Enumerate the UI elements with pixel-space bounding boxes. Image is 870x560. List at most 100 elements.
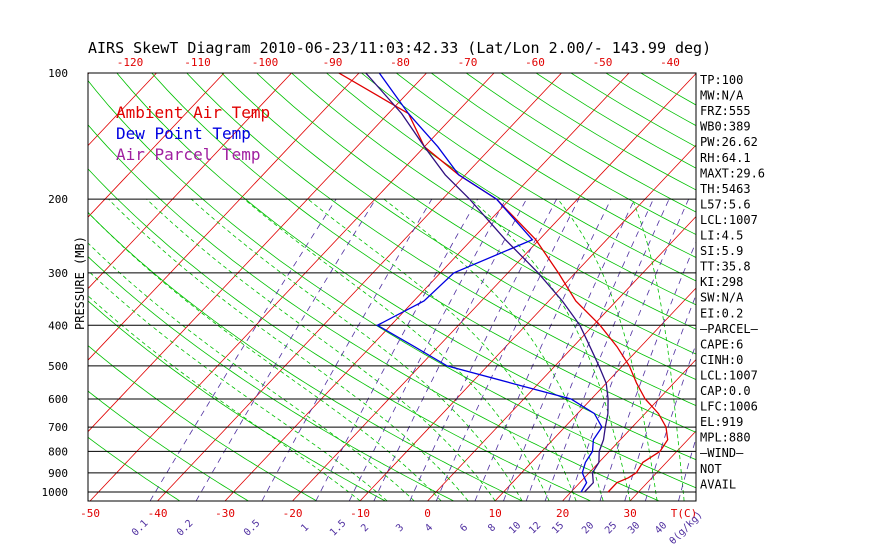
stability-index: CAPE:6	[700, 337, 743, 351]
mixing-ratio-tick-label: 0.2	[175, 518, 196, 539]
top-temp-tick-label: -50	[593, 56, 613, 69]
isotherm-line	[224, 73, 630, 501]
top-temp-tick-label: -90	[323, 56, 343, 69]
isobar-layer	[88, 198, 696, 493]
bottom-temp-tick-label: -10	[350, 507, 370, 520]
moist-adiabat-line	[307, 198, 577, 501]
stability-index: SI:5.9	[700, 244, 743, 258]
stability-index: TH:5463	[700, 182, 751, 196]
isotherm-line	[0, 73, 22, 501]
legend: Ambient Air Temp Dew Point Temp Air Parc…	[116, 103, 270, 164]
dry-adiabat-line	[431, 73, 696, 235]
pressure-tick-label: 500	[48, 360, 68, 373]
mixing-ratio-tick-label: 15	[550, 520, 566, 536]
bottom-temp-tick-label: 30	[623, 507, 636, 520]
bottom-temp-tick-label: 0	[424, 507, 431, 520]
profile-layer	[338, 73, 669, 493]
stability-index: TP:100	[700, 73, 743, 87]
mixing-ratio-line	[261, 198, 433, 501]
stability-index: FRZ:555	[700, 104, 751, 118]
stability-index: KI:298	[700, 275, 743, 289]
pressure-tick-label: 200	[48, 193, 68, 206]
stability-index: —WIND—	[700, 446, 744, 460]
mixing-ratio-line	[544, 198, 670, 501]
stability-index: MW:N/A	[700, 89, 744, 103]
dry-adiabat-line	[396, 73, 696, 258]
top-temp-tick-label: -100	[252, 56, 279, 69]
mixing-ratio-line	[195, 198, 376, 501]
stability-index: WB0:389	[700, 120, 751, 134]
mixing-ratio-line	[315, 198, 478, 501]
top-temp-tick-label: -60	[525, 56, 545, 69]
mixing-ratio-tick-label: 10	[507, 520, 523, 536]
mixing-ratio-tick-label: 25	[603, 520, 619, 536]
stability-index: LCL:1007	[700, 368, 758, 382]
mixing-ratio-line	[149, 198, 337, 501]
mixing-ratio-tick-label: 20	[580, 520, 596, 536]
isotherm-line	[157, 73, 562, 501]
dry-adiabat-line	[326, 73, 696, 306]
dry-adiabat-line	[88, 80, 696, 489]
pressure-tick-label: 400	[48, 319, 68, 332]
bottom-temp-tick-label: 10	[488, 507, 501, 520]
moist-adiabat-line	[108, 198, 469, 501]
dry-adiabat-line	[88, 345, 317, 501]
dry-adiabat-line	[256, 73, 696, 355]
moist-adiabat-line	[88, 295, 361, 501]
mixing-ratio-line	[568, 198, 689, 501]
stability-index: MAXT:29.6	[700, 166, 765, 180]
stability-index: L57:5.6	[700, 197, 751, 211]
series-line-air-parcel-temp	[365, 73, 609, 493]
mixing-ratio-tick-label: 30	[626, 520, 642, 536]
dry-adiabat-line	[186, 73, 696, 407]
mixing-ratio-line	[373, 198, 527, 501]
moist-adiabat-line	[631, 198, 685, 501]
stability-index: SW:N/A	[700, 291, 744, 305]
dry-adiabat-line	[88, 256, 454, 501]
stability-index: PW:26.62	[700, 135, 758, 149]
isotherm-line	[765, 73, 870, 501]
moist-adiabat-line	[383, 198, 604, 501]
mixing-ratio-line	[599, 241, 696, 501]
isotherm-line	[427, 215, 696, 501]
bottom-temp-tick-label: -40	[148, 507, 168, 520]
legend-air-parcel-temp: Air Parcel Temp	[116, 145, 261, 164]
mixing-ratio-tick-label: 4	[423, 522, 435, 534]
pressure-tick-label: 100	[48, 67, 68, 80]
mixing-ratio-tick-label: 6	[458, 522, 470, 534]
stability-index: TT:35.8	[700, 260, 751, 274]
mixing-ratio-tick-label: 8	[486, 522, 498, 534]
moist-adiabat-line	[88, 270, 388, 501]
stability-index: RH:64.1	[700, 151, 751, 165]
dry-adiabat-line	[221, 73, 696, 381]
mixing-ratio-line	[348, 198, 507, 501]
plot-frame	[87, 72, 697, 502]
mixing-ratio-line	[435, 198, 580, 501]
isotherm-line	[292, 73, 696, 501]
mixing-ratio-line	[503, 198, 635, 501]
mixing-ratio-tick-label: 1.5	[328, 518, 349, 539]
mixing-ratio-tick-label: 1	[299, 522, 311, 534]
isotherm-line	[88, 73, 157, 147]
isotherm-line	[833, 73, 870, 501]
mixing-ratio-tick-label: 0.5	[242, 518, 263, 539]
pressure-tick-label: 300	[48, 267, 68, 280]
mixing-ratio-tick-label: 12	[527, 520, 543, 536]
dry-adiabat-line	[465, 73, 696, 213]
legend-dew-point-temp: Dew Point Temp	[116, 124, 251, 143]
stability-index: CAP:0.0	[700, 384, 751, 398]
pressure-tick-labels: 100 200 300 400 500 600 700 800 900 1000	[42, 67, 69, 499]
mixing-ratio-line	[678, 436, 696, 501]
grid-layer	[0, 73, 870, 501]
dry-adiabat-line	[291, 73, 696, 330]
bottom-temp-tick-label: -20	[283, 507, 303, 520]
moist-adiabat-line	[88, 242, 415, 501]
dry-adiabat-line	[88, 436, 180, 501]
bottom-temp-tick-labels: -50 -40 -30 -20 -10 0 10 20 30 T(C)	[80, 507, 697, 520]
dry-adiabat-line	[88, 168, 591, 501]
pressure-tick-label: 900	[48, 467, 68, 480]
mixing-ratio-line	[525, 198, 654, 501]
isotherm-line	[88, 73, 427, 433]
